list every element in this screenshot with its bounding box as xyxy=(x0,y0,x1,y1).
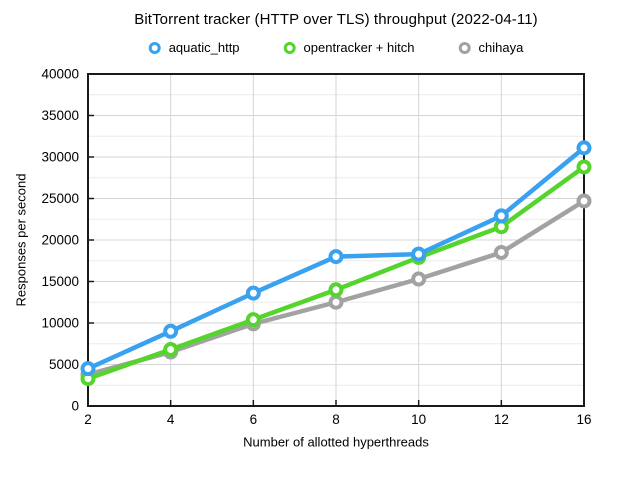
legend-item-chihaya: chihaya xyxy=(458,40,523,55)
legend-marker-circle-icon xyxy=(458,41,471,54)
y-tick-label: 40000 xyxy=(41,67,79,82)
legend-marker-circle-icon xyxy=(283,41,296,54)
series-marker-aquatic-http xyxy=(576,140,592,156)
y-tick-label: 10000 xyxy=(41,316,79,331)
y-tick-label: 25000 xyxy=(41,191,79,206)
series-marker-aquatic-http xyxy=(411,246,427,262)
y-tick-label: 35000 xyxy=(41,108,79,123)
chart-title: BitTorrent tracker (HTTP over TLS) throu… xyxy=(134,11,538,28)
series-marker-chihaya xyxy=(411,271,427,287)
legend: aquatic_http opentracker + hitch chihaya xyxy=(148,40,523,55)
series-marker-aquatic-http xyxy=(493,208,509,224)
legend-label: chihaya xyxy=(478,40,524,55)
x-tick-label: 4 xyxy=(167,412,175,427)
x-tick-label: 16 xyxy=(576,412,591,427)
y-tick-label: 30000 xyxy=(41,150,79,165)
x-axis-label: Number of allotted hyperthreads xyxy=(243,434,429,450)
series-marker-chihaya xyxy=(493,244,509,260)
x-tick-label: 8 xyxy=(332,412,340,427)
legend-label: aquatic_http xyxy=(168,40,240,55)
series-marker-opentracker-hitch xyxy=(328,282,344,298)
series-marker-opentracker-hitch xyxy=(576,159,592,175)
legend-label: opentracker + hitch xyxy=(303,40,415,55)
legend-marker-circle-icon xyxy=(148,41,161,54)
series-marker-aquatic-http xyxy=(163,323,179,339)
legend-item-opentracker-hitch: opentracker + hitch xyxy=(283,40,415,55)
legend-item-aquatic-http: aquatic_http xyxy=(148,40,240,55)
x-tick-label: 2 xyxy=(84,412,92,427)
series-marker-opentracker-hitch xyxy=(163,342,179,358)
y-tick-label: 15000 xyxy=(41,274,79,289)
x-tick-label: 10 xyxy=(411,412,426,427)
series-marker-opentracker-hitch xyxy=(245,312,261,328)
x-tick-label: 6 xyxy=(250,412,258,427)
y-axis-label: Responses per second xyxy=(13,173,29,307)
y-tick-label: 20000 xyxy=(41,233,79,248)
y-tick-label: 5000 xyxy=(49,357,79,372)
series-marker-aquatic-http xyxy=(245,285,261,301)
series-marker-aquatic-http xyxy=(80,361,96,377)
series-marker-chihaya xyxy=(576,193,592,209)
series-marker-aquatic-http xyxy=(328,249,344,265)
series-marker-chihaya xyxy=(328,294,344,310)
x-tick-label: 12 xyxy=(494,412,509,427)
y-tick-label: 0 xyxy=(71,399,79,414)
